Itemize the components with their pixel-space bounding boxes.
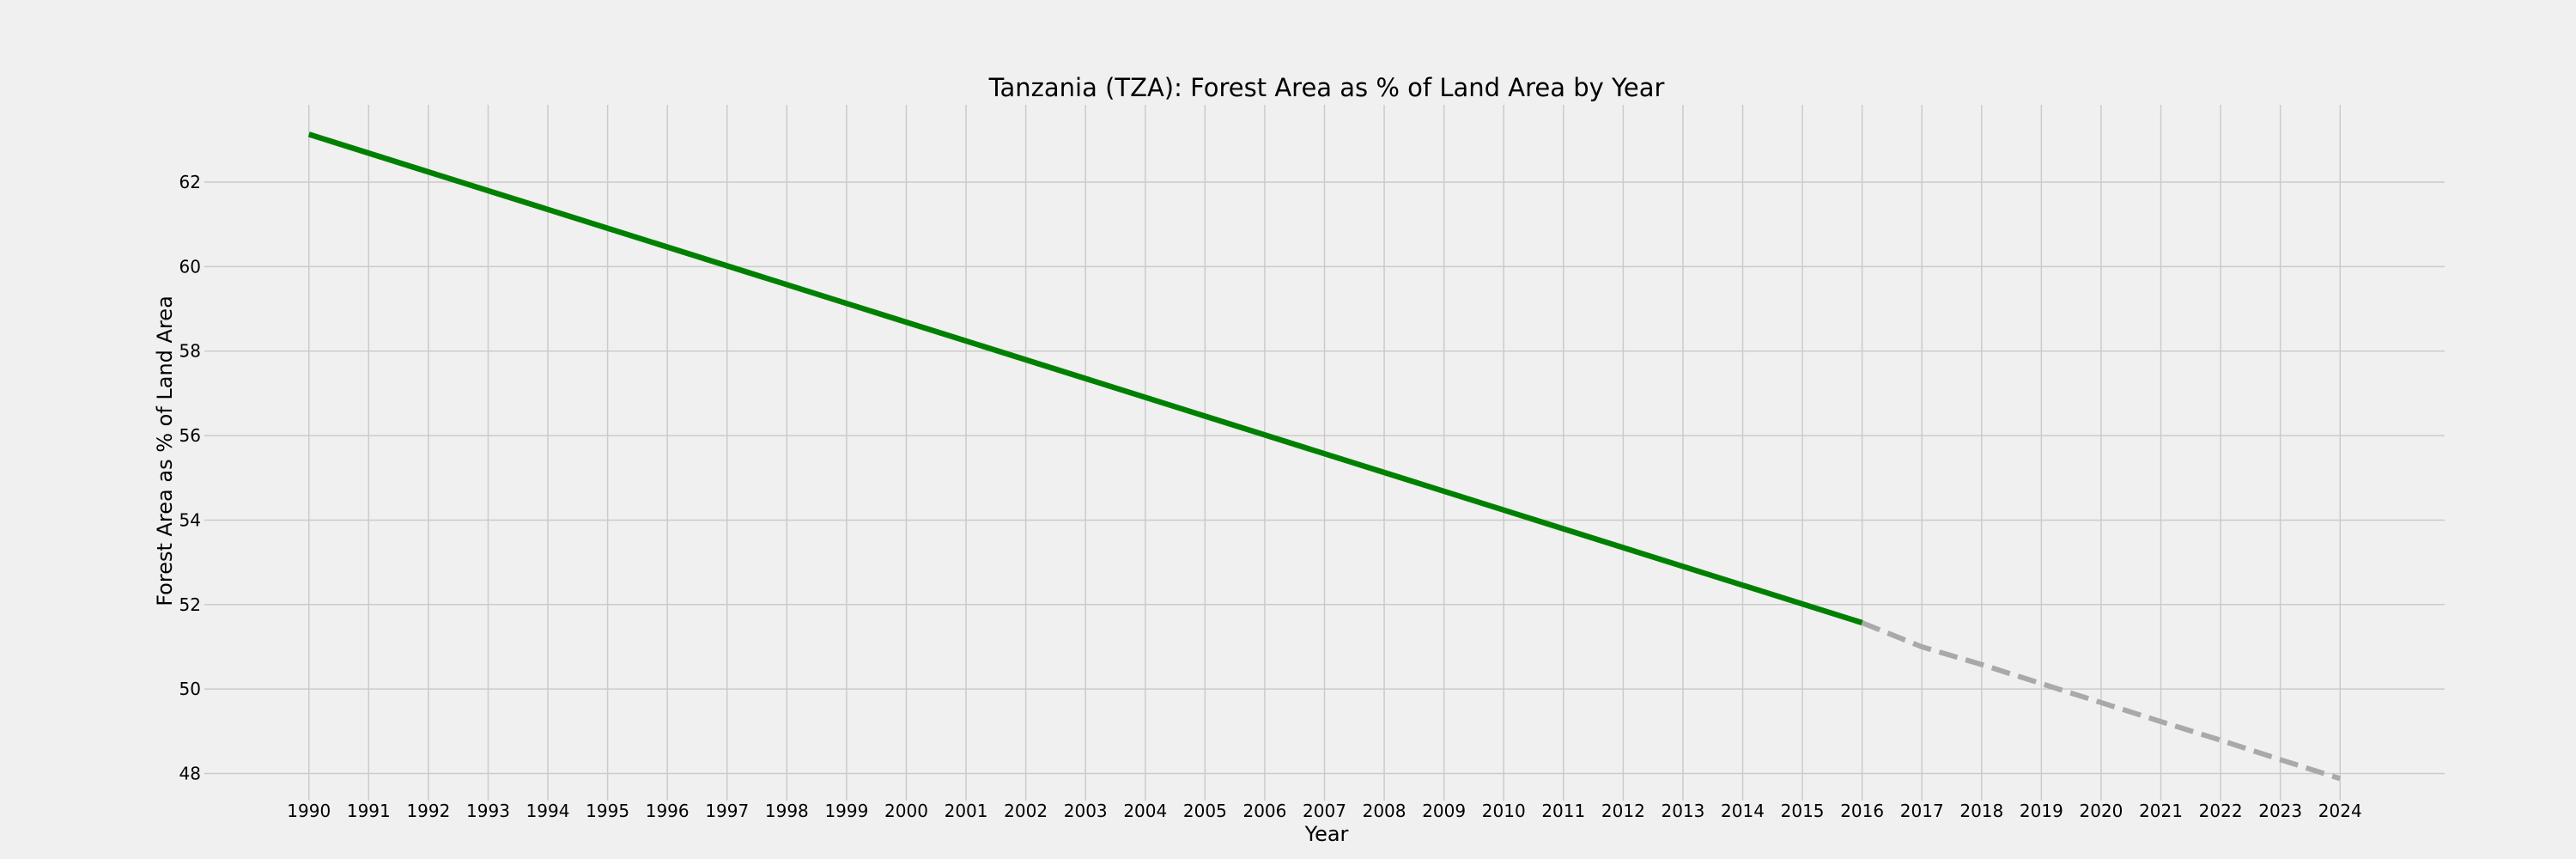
x-tick-label: 1992 <box>406 801 450 821</box>
x-tick-label: 2020 <box>2080 801 2123 821</box>
x-tick-label: 2001 <box>945 801 988 821</box>
x-tick-label: 2000 <box>884 801 928 821</box>
x-tick-label: 2008 <box>1363 801 1406 821</box>
x-tick-label: 2022 <box>2199 801 2243 821</box>
grid <box>204 105 2445 801</box>
x-tick-label: 2019 <box>2020 801 2063 821</box>
y-tick-label: 60 <box>179 256 201 277</box>
x-tick-label: 2003 <box>1064 801 1108 821</box>
y-tick-labels: 48 50 52 54 56 58 60 62 <box>179 172 201 784</box>
x-tick-label: 2005 <box>1183 801 1227 821</box>
projected-series-line <box>1861 620 2342 782</box>
x-tick-label: 1993 <box>466 801 510 821</box>
y-tick-label: 54 <box>179 509 201 530</box>
x-axis-label: Year <box>1304 822 1349 846</box>
x-tick-label: 2015 <box>1781 801 1825 821</box>
x-tick-label: 2023 <box>2258 801 2302 821</box>
x-tick-label: 2014 <box>1721 801 1765 821</box>
x-tick-label: 1990 <box>287 801 331 821</box>
x-tick-label: 1996 <box>646 801 690 821</box>
y-tick-label: 58 <box>179 341 201 362</box>
x-tick-label: 2016 <box>1840 801 1884 821</box>
x-tick-label: 1998 <box>765 801 809 821</box>
y-tick-label: 56 <box>179 425 201 446</box>
x-tick-label: 2011 <box>1541 801 1585 821</box>
y-axis-label: Forest Area as % of Land Area <box>153 295 177 606</box>
x-tick-label: 2018 <box>1959 801 2003 821</box>
x-tick-label: 2017 <box>1900 801 1944 821</box>
x-tick-label: 2007 <box>1303 801 1346 821</box>
forest-area-series-line <box>307 131 1863 626</box>
x-tick-label: 2010 <box>1482 801 1526 821</box>
x-tick-label: 1999 <box>824 801 868 821</box>
chart-title: Tanzania (TZA): Forest Area as % of Land… <box>988 73 1665 102</box>
y-tick-label: 50 <box>179 679 201 699</box>
x-tick-label: 1997 <box>705 801 749 821</box>
y-tick-label: 52 <box>179 594 201 615</box>
x-tick-label: 2021 <box>2139 801 2183 821</box>
x-tick-label: 2002 <box>1004 801 1048 821</box>
x-tick-label: 2012 <box>1601 801 1645 821</box>
x-tick-label: 2013 <box>1661 801 1704 821</box>
x-tick-label: 1991 <box>347 801 391 821</box>
x-tick-label: 2006 <box>1242 801 1286 821</box>
x-tick-label: 2009 <box>1422 801 1466 821</box>
series-layer <box>307 131 2342 782</box>
x-tick-label: 1994 <box>526 801 570 821</box>
x-tick-labels: 1990 1991 1992 1993 1994 1995 1996 1997 1998 1999… <box>287 801 2361 821</box>
x-tick-label: 2004 <box>1123 801 1167 821</box>
x-tick-label: 1995 <box>586 801 629 821</box>
x-tick-label: 2024 <box>2318 801 2362 821</box>
y-tick-label: 48 <box>179 764 201 784</box>
y-tick-label: 62 <box>179 172 201 192</box>
